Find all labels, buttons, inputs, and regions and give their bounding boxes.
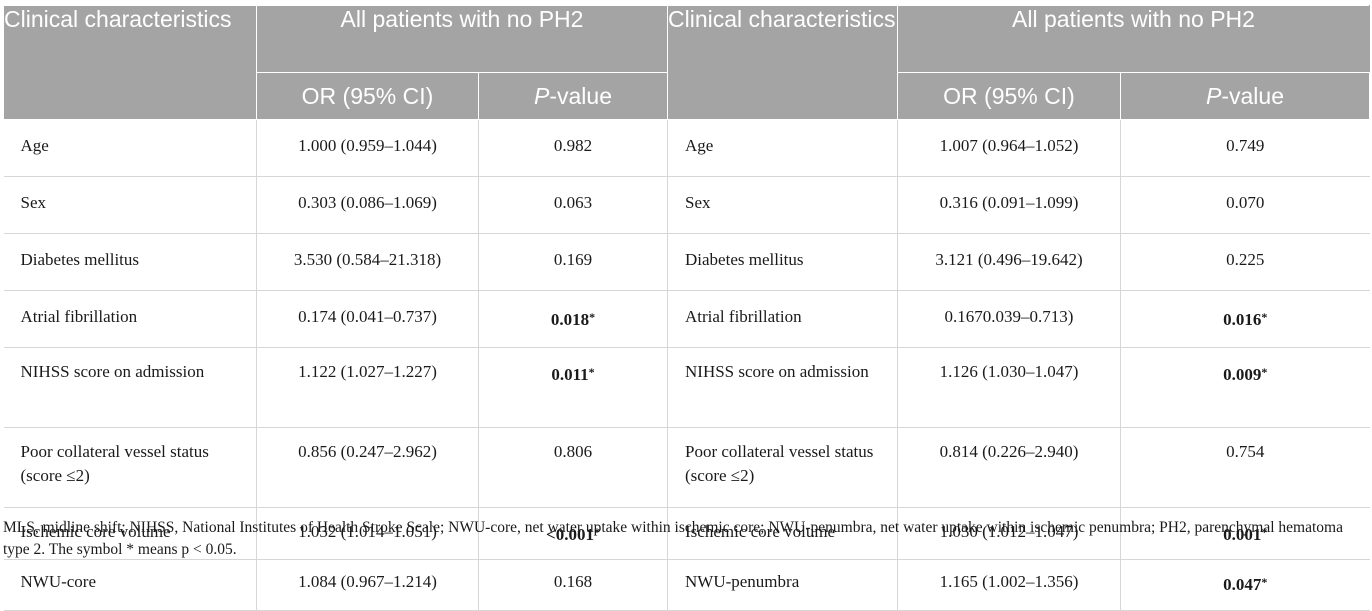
right-characteristic: Atrial fibrillation (667, 290, 898, 348)
right-or-value: 1.126 (1.030–1.047) (897, 347, 1121, 428)
left-or-header: OR (95% CI) (256, 72, 479, 120)
left-or-value: 3.530 (0.584–21.318) (256, 233, 479, 291)
right-or-value: 3.121 (0.496–19.642) (897, 233, 1121, 291)
right-characteristic: Sex (667, 176, 898, 234)
left-characteristic: NWU-core (3, 559, 257, 611)
right-or-value: 0.814 (0.226–2.940) (897, 427, 1121, 508)
left-p-value: 0.982 (478, 119, 668, 177)
right-p-value: 0.001* (1120, 507, 1370, 560)
right-or-value: 0.1670.039–0.713) (897, 290, 1121, 348)
left-characteristic: Age (3, 119, 257, 177)
left-p-value: 0.063 (478, 176, 668, 234)
table-row: Age 1.000 (0.959–1.044) 0.982 Age 1.007 (0.9… (3, 119, 1370, 177)
left-or-value: 0.856 (0.247–2.962) (256, 427, 479, 508)
right-characteristic: NIHSS score on admission (667, 347, 898, 428)
right-p-value: 0.754 (1120, 427, 1370, 508)
left-p-value: 0.169 (478, 233, 668, 291)
table-row: Ischemic core volume 1.032 (1.014–1.051) <… (3, 507, 1370, 560)
table-row: NWU-core 1.084 (0.967–1.214) 0.168 NWU-penu… (3, 559, 1370, 611)
left-or-value: 1.122 (1.027–1.227) (256, 347, 479, 428)
right-characteristic: Age (667, 119, 898, 177)
right-p-value: 0.225 (1120, 233, 1370, 291)
left-characteristic: NIHSS score on admission (3, 347, 257, 428)
right-characteristic: Diabetes mellitus (667, 233, 898, 291)
left-p-value: 0.168 (478, 559, 668, 611)
right-p-header: P-value (1120, 72, 1370, 120)
right-p-value: 0.047* (1120, 559, 1370, 611)
results-table: Clinical characteristics All patients wi… (3, 5, 1370, 611)
right-or-value: 0.316 (0.091–1.099) (897, 176, 1121, 234)
left-group-header: All patients with no PH2 (256, 5, 668, 73)
right-characteristic: Poor collateral vessel status (score ≤2) (667, 427, 898, 508)
right-clinical-header: Clinical characteristics (667, 5, 898, 120)
left-or-value: 1.084 (0.967–1.214) (256, 559, 479, 611)
left-p-value: 0.018* (478, 290, 668, 348)
left-or-value: 1.000 (0.959–1.044) (256, 119, 479, 177)
left-or-value: 1.032 (1.014–1.051) (256, 507, 479, 560)
right-or-header: OR (95% CI) (897, 72, 1121, 120)
left-p-value: 0.806 (478, 427, 668, 508)
right-p-value: 0.009* (1120, 347, 1370, 428)
left-characteristic: Sex (3, 176, 257, 234)
right-p-value: 0.070 (1120, 176, 1370, 234)
left-characteristic: Poor collateral vessel status (score ≤2) (3, 427, 257, 508)
table-row: Sex 0.303 (0.086–1.069) 0.063 Sex 0.316 (0.0… (3, 176, 1370, 234)
right-characteristic: Ischemic core volume (667, 507, 898, 560)
right-characteristic: NWU-penumbra (667, 559, 898, 611)
left-characteristic: Diabetes mellitus (3, 233, 257, 291)
right-or-value: 1.007 (0.964–1.052) (897, 119, 1121, 177)
left-or-value: 0.303 (0.086–1.069) (256, 176, 479, 234)
left-clinical-header: Clinical characteristics (3, 5, 257, 120)
table-row: Poor collateral vessel status (score ≤2)… (3, 427, 1370, 508)
table-row: Atrial fibrillation 0.174 (0.041–0.737) 0.… (3, 290, 1370, 348)
left-characteristic: Atrial fibrillation (3, 290, 257, 348)
right-or-value: 1.030 (1.012–1.047) (897, 507, 1121, 560)
table-row: Diabetes mellitus 3.530 (0.584–21.318) 0.1… (3, 233, 1370, 291)
right-p-value: 0.749 (1120, 119, 1370, 177)
left-p-value: <0.001* (478, 507, 668, 560)
left-p-value: 0.011* (478, 347, 668, 428)
right-p-value: 0.016* (1120, 290, 1370, 348)
right-group-header: All patients with no PH2 (897, 5, 1370, 73)
right-or-value: 1.165 (1.002–1.356) (897, 559, 1121, 611)
left-or-value: 0.174 (0.041–0.737) (256, 290, 479, 348)
table-footnote: MLS, midline shift; NIHSS, National Inst… (3, 519, 1343, 558)
table-row: NIHSS score on admission 1.122 (1.027–1.2… (3, 347, 1370, 428)
table-body: Age 1.000 (0.959–1.044) 0.982 Age 1.007 (0.9… (3, 119, 1370, 611)
left-characteristic: Ischemic core volume (3, 507, 257, 560)
left-p-header: P-value (478, 72, 668, 120)
